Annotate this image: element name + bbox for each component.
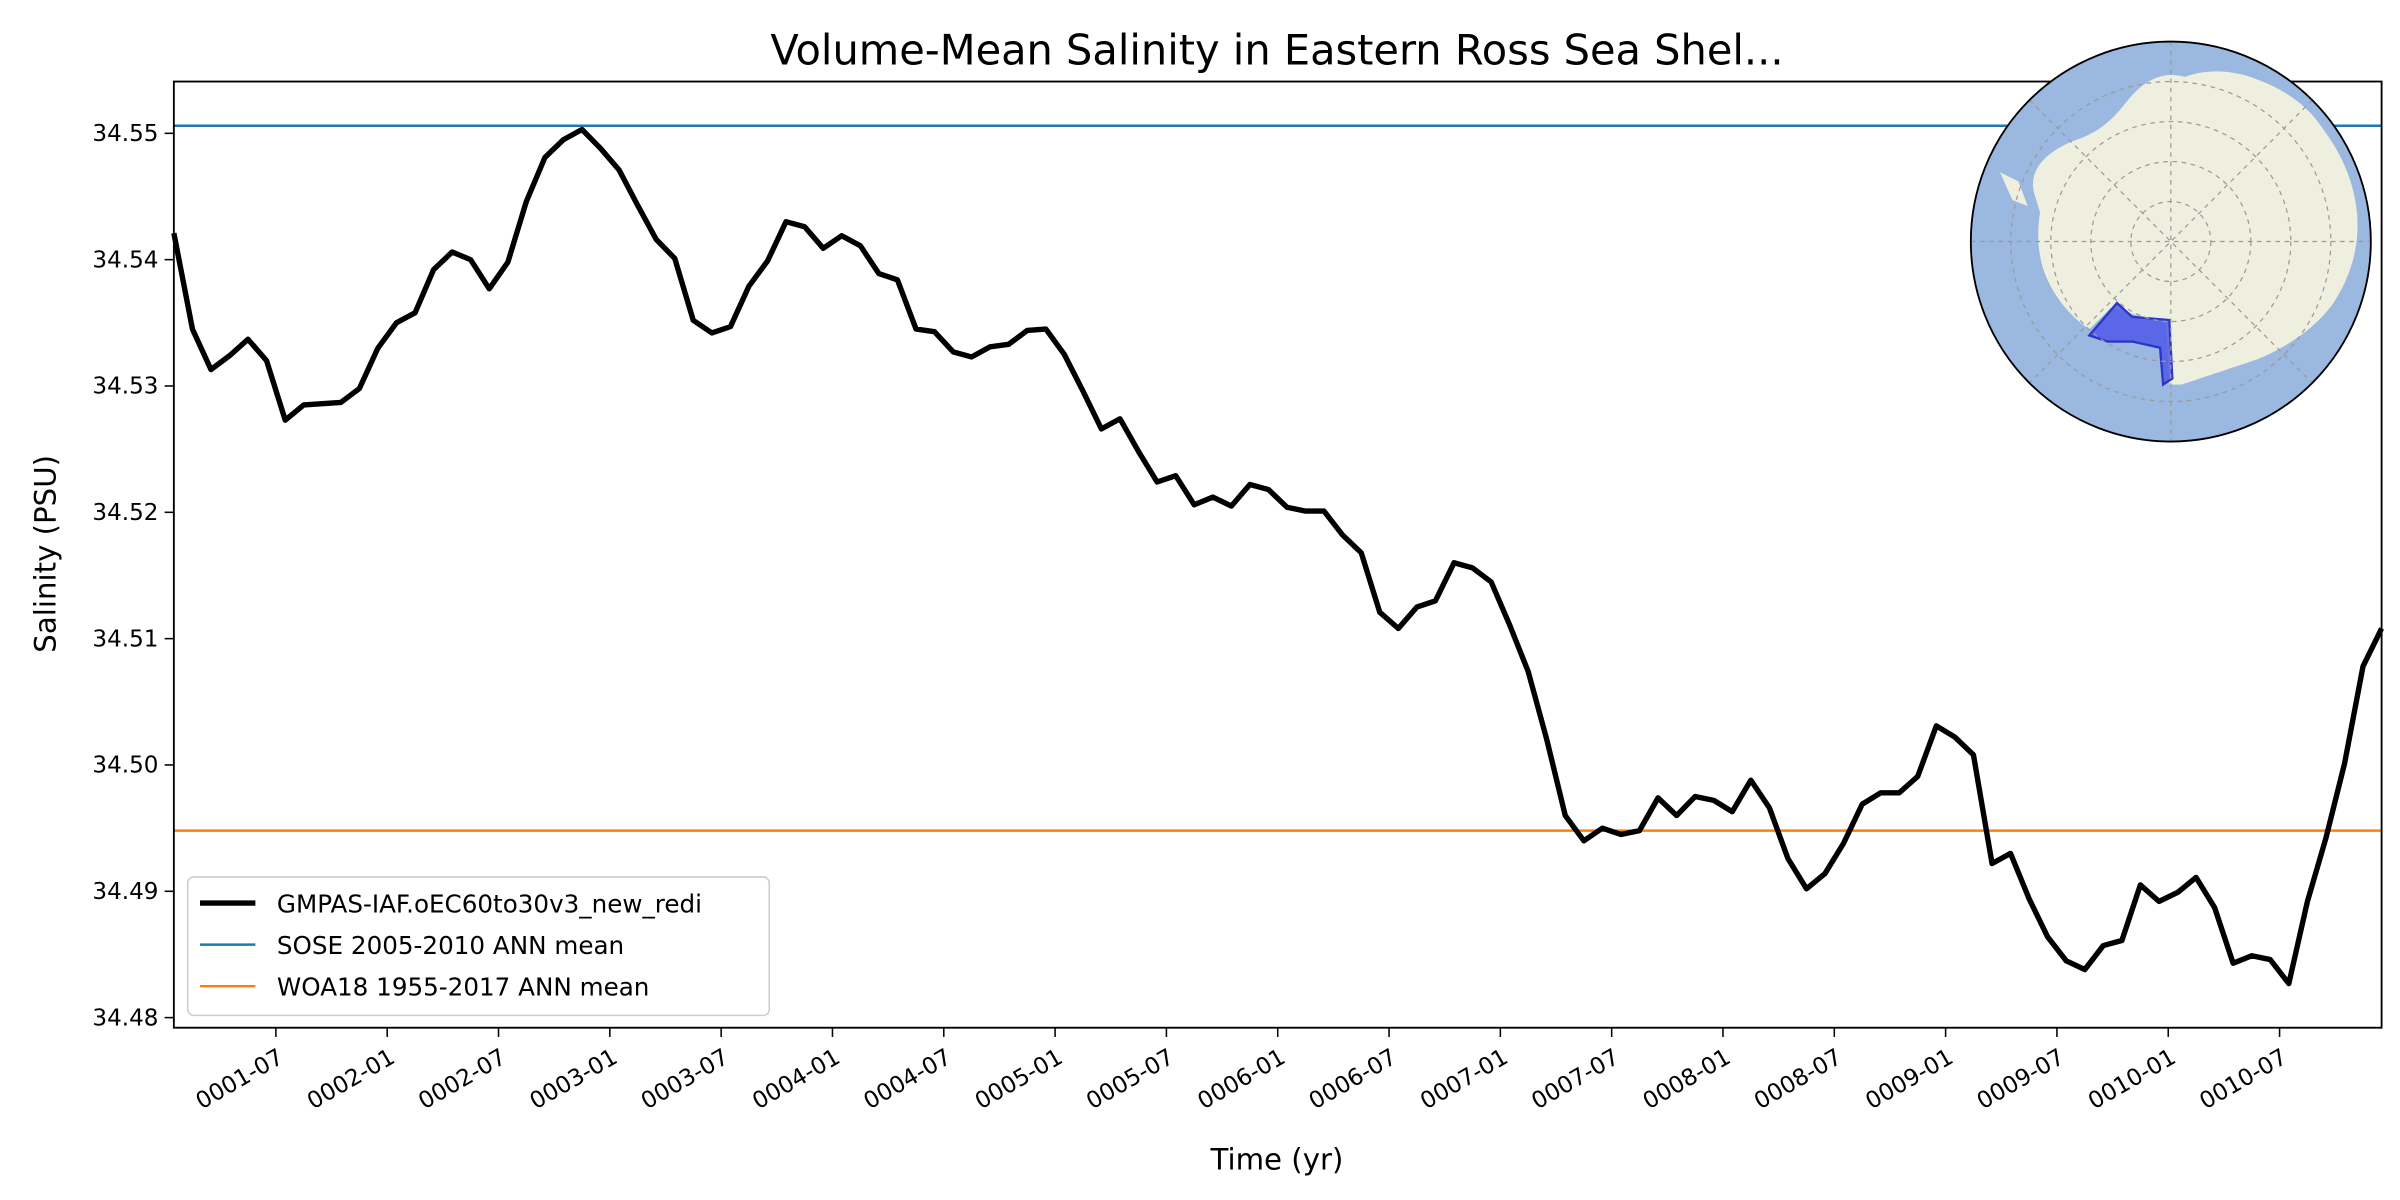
x-axis-ticks: 0001-07 0002-01 0002-07 0003-01 0003-07 0004-… — [192, 1027, 2292, 1115]
x-tick-label: 0009-01 — [1861, 1044, 1957, 1115]
x-tick-label: 0005-07 — [1082, 1044, 1178, 1115]
x-tick-label: 0010-07 — [2195, 1044, 2291, 1115]
x-tick-label: 0002-01 — [303, 1044, 399, 1115]
y-axis-label: Salinity (PSU) — [28, 455, 62, 653]
plot-frame — [172, 80, 2383, 1029]
y-tick-label: 34.51 — [92, 626, 158, 652]
x-tick-label: 0004-07 — [860, 1044, 956, 1115]
y-tick-label: 34.52 — [92, 500, 158, 526]
y-tick-label: 34.53 — [92, 374, 158, 400]
x-tick-label: 0005-01 — [971, 1044, 1067, 1115]
y-tick-label: 34.50 — [92, 753, 158, 779]
y-tick-label: 34.49 — [92, 879, 158, 905]
salinity-series-line — [171, 126, 2385, 987]
x-tick-label: 0006-01 — [1193, 1044, 1289, 1115]
x-tick-label: 0009-07 — [1973, 1044, 2069, 1115]
inset-graticule — [1970, 41, 2371, 442]
y-tick-label: 34.48 — [92, 1005, 158, 1031]
eastern-ross-sea-region — [2087, 301, 2174, 387]
inset-border — [1969, 40, 2372, 443]
x-axis-label: Time (yr) — [1210, 1142, 1344, 1176]
y-tick-label: 34.55 — [92, 121, 158, 147]
x-tick-label: 0004-01 — [748, 1044, 844, 1115]
y-tick-label: 34.54 — [92, 247, 158, 273]
legend: GMPAS-IAF.oEC60to30v3_new_redi SOSE 2005… — [186, 876, 771, 1017]
antarctica-inset-map — [1969, 40, 2372, 443]
chart-title: Volume-Mean Salinity in Eastern Ross Sea… — [770, 26, 1783, 75]
x-tick-label: 0007-07 — [1527, 1044, 1623, 1115]
y-axis-ticks: 34.48 34.49 34.50 34.51 34.52 34.53 34.54 34.55 — [92, 121, 174, 1031]
x-tick-label: 0003-07 — [637, 1044, 733, 1115]
legend-label-woa18: WOA18 1955-2017 ANN mean — [277, 972, 649, 1001]
x-tick-label: 0008-01 — [1639, 1044, 1735, 1115]
x-tick-label: 0010-01 — [2084, 1044, 2180, 1115]
x-tick-label: 0007-01 — [1416, 1044, 1512, 1115]
x-tick-label: 0002-07 — [414, 1044, 510, 1115]
x-tick-label: 0008-07 — [1750, 1044, 1846, 1115]
x-tick-label: 0003-01 — [526, 1044, 622, 1115]
x-tick-label: 0001-07 — [192, 1044, 288, 1115]
legend-label-model: GMPAS-IAF.oEC60to30v3_new_redi — [277, 889, 702, 918]
x-tick-label: 0006-07 — [1305, 1044, 1401, 1115]
antarctic-peninsula — [2000, 172, 2028, 207]
legend-label-sose: SOSE 2005-2010 ANN mean — [277, 931, 624, 960]
legend-box — [186, 876, 771, 1017]
